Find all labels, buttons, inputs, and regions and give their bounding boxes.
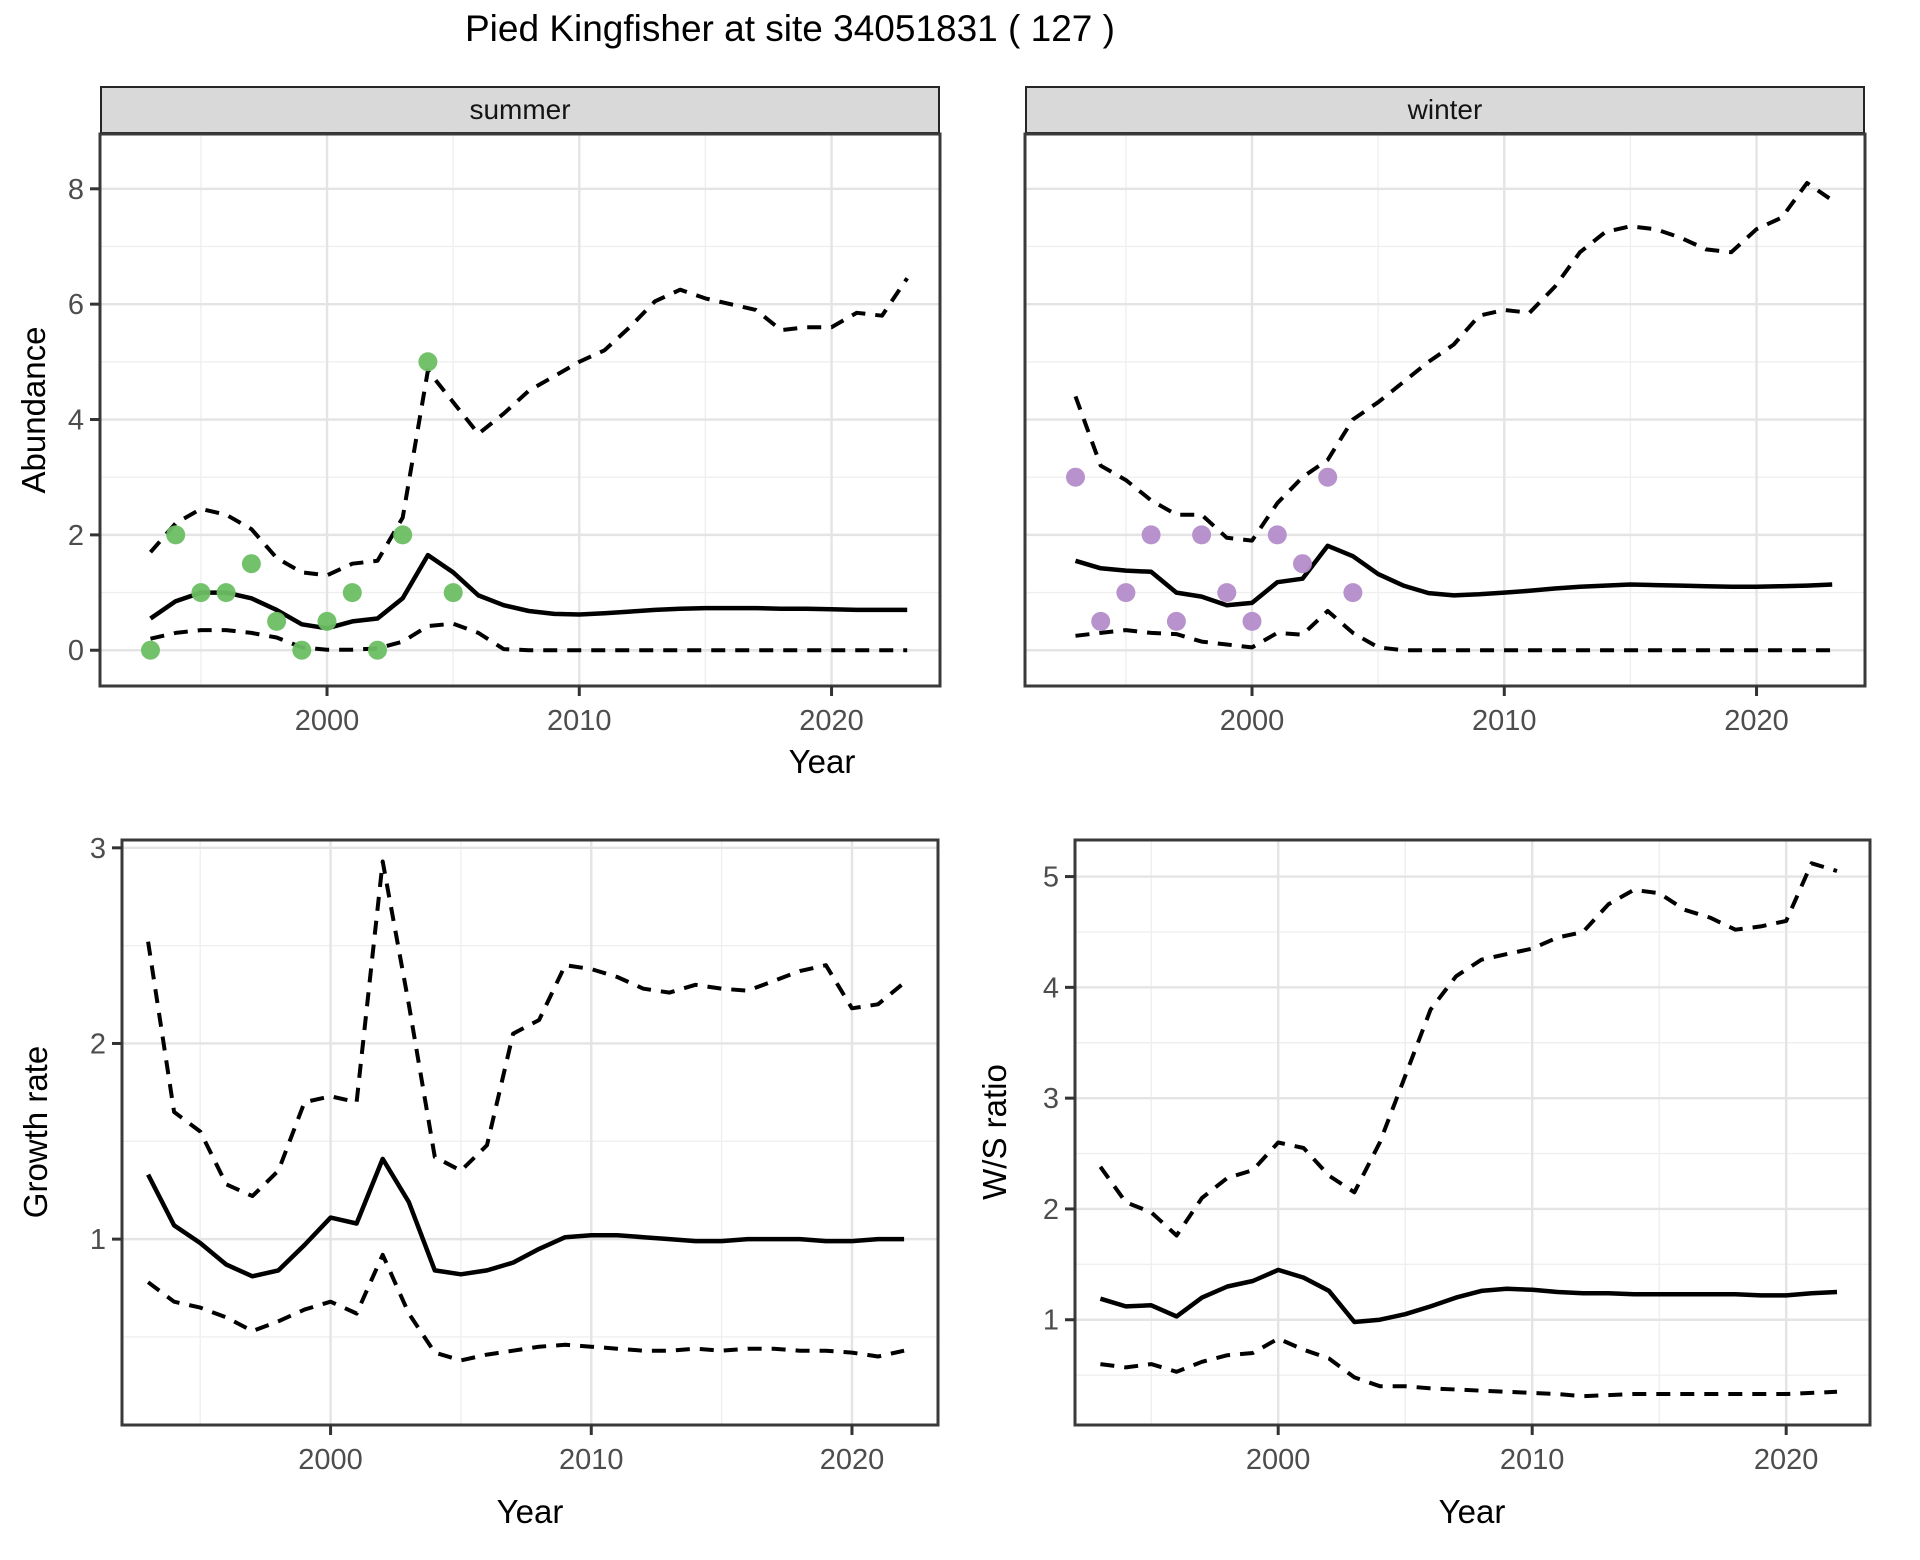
observed_counts-point xyxy=(1066,467,1085,487)
median_estimate-line xyxy=(1074,543,1833,608)
abundance-winter-panel: 2000 2010 2020 xyxy=(1023,132,1867,737)
abundance-summer-panel: 2000 2010 2020 0 2 4 6 8 xyxy=(68,132,942,737)
growth-rate-x-axis-label: Year xyxy=(496,1493,564,1530)
x-tick-label: 2010 xyxy=(559,1444,624,1476)
observed_counts-point xyxy=(292,640,312,660)
upper_ci-line xyxy=(146,859,906,1199)
top-x-axis-label: Year xyxy=(788,743,856,780)
median_estimate-line xyxy=(1099,1267,1838,1325)
observed_counts-point xyxy=(1242,611,1262,631)
observed_counts-point xyxy=(1116,583,1136,603)
observed_counts-point xyxy=(317,611,337,631)
upper_ci-line xyxy=(1098,861,1838,1238)
y-tick-label: 1 xyxy=(1043,1305,1059,1337)
observed_counts-point xyxy=(267,611,287,631)
facet-strip-winter: winter xyxy=(1025,86,1865,134)
y-tick-label: 6 xyxy=(68,289,84,321)
observed_counts-point xyxy=(368,640,387,660)
median_estimate-line xyxy=(146,1156,905,1279)
lower_ci-line xyxy=(1075,609,1833,653)
y-tick-label: 4 xyxy=(68,405,84,437)
observed_counts-point xyxy=(443,583,463,603)
y-tick-label: 2 xyxy=(90,1028,106,1060)
observed_counts-point xyxy=(418,352,438,372)
x-tick-label: 2000 xyxy=(298,1444,363,1476)
x-tick-label: 2000 xyxy=(1220,705,1285,737)
x-tick-label: 2020 xyxy=(1754,1444,1819,1476)
figure-title: Pied Kingfisher at site 34051831 ( 127 ) xyxy=(465,8,1115,49)
observed_counts-point xyxy=(1141,525,1161,545)
observed_counts-point xyxy=(1343,583,1363,603)
y-tick-label: 2 xyxy=(1043,1194,1059,1226)
facet-strip-winter-label: winter xyxy=(1407,94,1483,125)
x-tick-label: 2000 xyxy=(1246,1444,1311,1476)
y-tick-label: 1 xyxy=(90,1224,106,1256)
y-tick-label: 4 xyxy=(1043,972,1059,1004)
y-tick-label: 2 xyxy=(68,520,84,552)
observed_counts-point xyxy=(1318,467,1338,487)
observed_counts-point xyxy=(1293,554,1312,574)
observed_counts-point xyxy=(141,640,160,660)
observed_counts-point xyxy=(1091,611,1111,631)
x-tick-label: 2020 xyxy=(1724,705,1789,737)
observed_counts-point xyxy=(191,583,211,603)
upper_ci-line xyxy=(1073,181,1834,543)
observed_counts-point xyxy=(1217,583,1237,603)
x-tick-label: 2010 xyxy=(1500,1444,1565,1476)
lower_ci-line xyxy=(150,621,908,653)
x-tick-label: 2000 xyxy=(295,705,360,737)
median_estimate-line xyxy=(149,552,908,631)
observed_counts-point xyxy=(1166,611,1186,631)
y-tick-label: 0 xyxy=(68,635,84,667)
observed_counts-point xyxy=(393,525,413,545)
ws-ratio-panel: 2000 2010 2020 1 2 3 4 5 xyxy=(1043,838,1872,1476)
y-tick-label: 5 xyxy=(1043,862,1059,894)
observed_counts-point xyxy=(1267,525,1287,545)
x-tick-label: 2010 xyxy=(547,705,612,737)
growth-rate-panel: 2000 2010 2020 1 2 3 xyxy=(90,833,940,1476)
observed_counts-point xyxy=(342,583,362,603)
lower_ci-line xyxy=(1100,1336,1838,1399)
observed_counts-point xyxy=(1192,525,1212,545)
x-tick-label: 2020 xyxy=(799,705,864,737)
y-tick-label: 3 xyxy=(1043,1083,1059,1115)
observed_counts-point xyxy=(166,525,186,545)
ws-ratio-x-axis-label: Year xyxy=(1438,1493,1506,1530)
facet-strip-summer-label: summer xyxy=(469,94,571,125)
lower_ci-line xyxy=(146,1252,905,1363)
facet-strip-summer: summer xyxy=(100,86,940,134)
observed_counts-point xyxy=(216,583,236,603)
y-tick-label: 8 xyxy=(68,174,84,206)
y-tick-label: 3 xyxy=(90,833,106,865)
x-tick-label: 2020 xyxy=(820,1444,885,1476)
x-tick-label: 2010 xyxy=(1472,705,1537,737)
observed_counts-point xyxy=(241,554,261,574)
